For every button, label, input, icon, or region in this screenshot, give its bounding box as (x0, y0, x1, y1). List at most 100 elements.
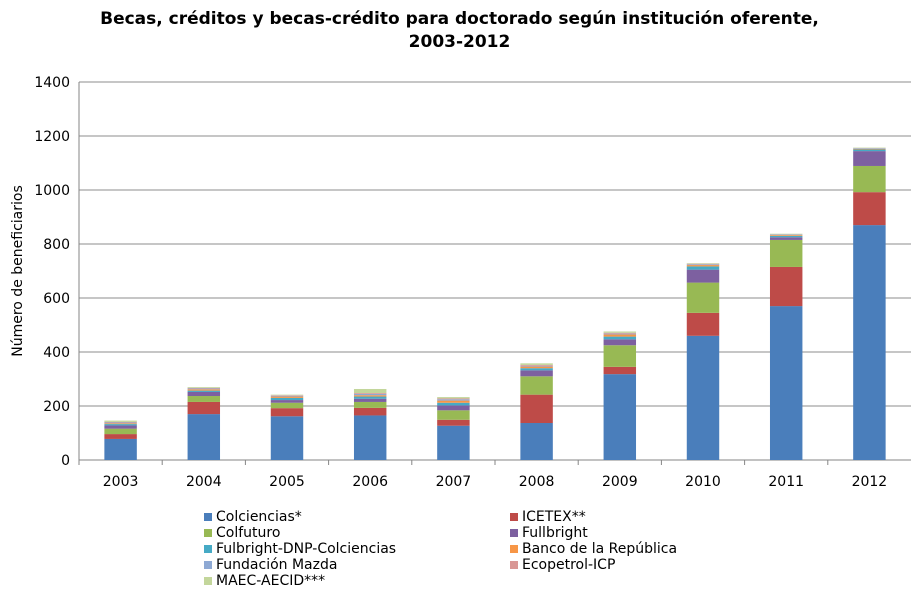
x-tick-label: 2007 (436, 474, 472, 490)
bar-segment-2012 (853, 148, 886, 150)
bar-segment-2007 (437, 398, 470, 400)
bar-segment-2012 (853, 165, 886, 193)
bar-segment-2009 (603, 331, 637, 333)
bar-segment-2003 (104, 425, 137, 429)
legend-item: MAEC-AECID*** (204, 573, 510, 589)
bar-segment-2007 (437, 405, 470, 411)
bar-segment-2010 (686, 269, 720, 283)
bar-segment-2005 (270, 397, 304, 401)
chart-title-line-2: 2003-2012 (408, 32, 511, 52)
bar-segment-2008 (520, 376, 553, 395)
bar-segment-2005 (270, 395, 304, 396)
bar-segment-2006 (353, 395, 387, 397)
bar-segment-2010 (686, 264, 720, 266)
bar-segment-2012 (853, 148, 886, 149)
bar-segment-2008 (520, 364, 553, 366)
chart-title: Becas, créditos y becas-crédito para doc… (0, 8, 919, 54)
legend-item: Colciencias* (204, 509, 510, 525)
y-tick-label: 200 (43, 399, 70, 415)
bar-segment-2007 (437, 425, 470, 460)
bar-segment-2007 (437, 419, 470, 426)
bar-segment-2006 (353, 396, 387, 399)
bar-segment-2009 (603, 332, 637, 334)
y-tick-label: 1200 (34, 129, 70, 145)
bar-segment-2009 (603, 366, 637, 375)
bar-segment-2003 (104, 420, 137, 422)
legend-swatch (510, 561, 518, 569)
bar-segment-2006 (353, 388, 387, 394)
bar-segment-2004 (187, 414, 221, 460)
bar-segment-2003 (104, 428, 137, 435)
bar-segment-2007 (437, 402, 470, 406)
bar-segment-2006 (353, 415, 387, 460)
bar-segment-2005 (270, 394, 304, 396)
bar-segment-2010 (686, 266, 720, 270)
y-tick-label: 800 (43, 237, 70, 253)
y-tick-label: 1400 (34, 75, 70, 91)
bar-segment-2009 (603, 336, 637, 340)
legend-item: ICETEX** (510, 509, 804, 525)
bar-segment-2011 (769, 306, 803, 460)
bar-segment-2004 (187, 396, 221, 402)
legend-swatch (204, 545, 212, 553)
bar-segment-2005 (270, 395, 304, 397)
legend-swatch (204, 529, 212, 537)
legend-swatch (510, 529, 518, 537)
legend-label: Fulbright-DNP-Colciencias (216, 541, 397, 557)
legend-item: Fulbright-DNP-Colciencias (204, 541, 510, 557)
legend-label: ICETEX** (522, 509, 586, 525)
bar-segment-2008 (520, 394, 553, 424)
legend-swatch (204, 577, 212, 585)
bar-segment-2003 (104, 422, 137, 424)
bar-segment-2011 (769, 237, 803, 240)
y-axis-label: Número de beneficiarios (10, 185, 26, 357)
bar-segment-2012 (853, 149, 886, 152)
bar-segment-2006 (353, 401, 387, 408)
bar-segment-2011 (769, 239, 803, 267)
x-tick-label: 2003 (103, 474, 139, 490)
bar-segment-2003 (104, 438, 137, 460)
legend-label: Colfuturo (216, 525, 281, 541)
bar-segment-2003 (104, 423, 137, 425)
bar-segment-2006 (353, 398, 387, 402)
bar-segment-2004 (187, 387, 221, 389)
bar-segment-2008 (520, 365, 553, 367)
bar-segment-2009 (603, 339, 637, 346)
bar-segment-2012 (853, 151, 886, 166)
bar-segment-2003 (104, 424, 137, 426)
bar-segment-2004 (187, 401, 221, 415)
bar-segment-2005 (270, 408, 304, 417)
bar-segment-2005 (270, 402, 304, 409)
bar-segment-2008 (520, 370, 553, 377)
bar-segment-2011 (769, 233, 803, 235)
bar-segment-2011 (769, 234, 803, 236)
bar-segment-2011 (769, 235, 803, 236)
x-tick-label: 2005 (269, 474, 305, 490)
bar-segment-2010 (686, 282, 720, 313)
bar-segment-2010 (686, 263, 720, 264)
x-tick-label: 2006 (352, 474, 388, 490)
bar-segment-2009 (603, 333, 637, 335)
y-tick-label: 1000 (34, 183, 70, 199)
legend-label: Ecopetrol-ICP (522, 557, 616, 573)
legend-item: Ecopetrol-ICP (510, 557, 804, 573)
legend-swatch (204, 513, 212, 521)
bar-segment-2005 (270, 416, 304, 460)
bar-segment-2009 (603, 334, 637, 337)
bar-segment-2006 (353, 393, 387, 396)
x-tick-label: 2010 (685, 474, 721, 490)
bar-segment-2009 (603, 374, 637, 460)
bar-segment-2011 (769, 235, 803, 238)
legend-swatch (510, 545, 518, 553)
bar-segment-2008 (520, 363, 553, 365)
bar-segment-2009 (603, 345, 637, 367)
bar-segment-2004 (187, 389, 221, 391)
legend-label: Fullbright (522, 525, 588, 541)
bar-segment-2007 (437, 399, 470, 401)
bar-segment-2008 (520, 366, 553, 369)
y-tick-label: 0 (61, 453, 70, 469)
legend-swatch (510, 513, 518, 521)
bar-segment-2006 (353, 407, 387, 416)
legend-item: Fullbright (510, 525, 804, 541)
